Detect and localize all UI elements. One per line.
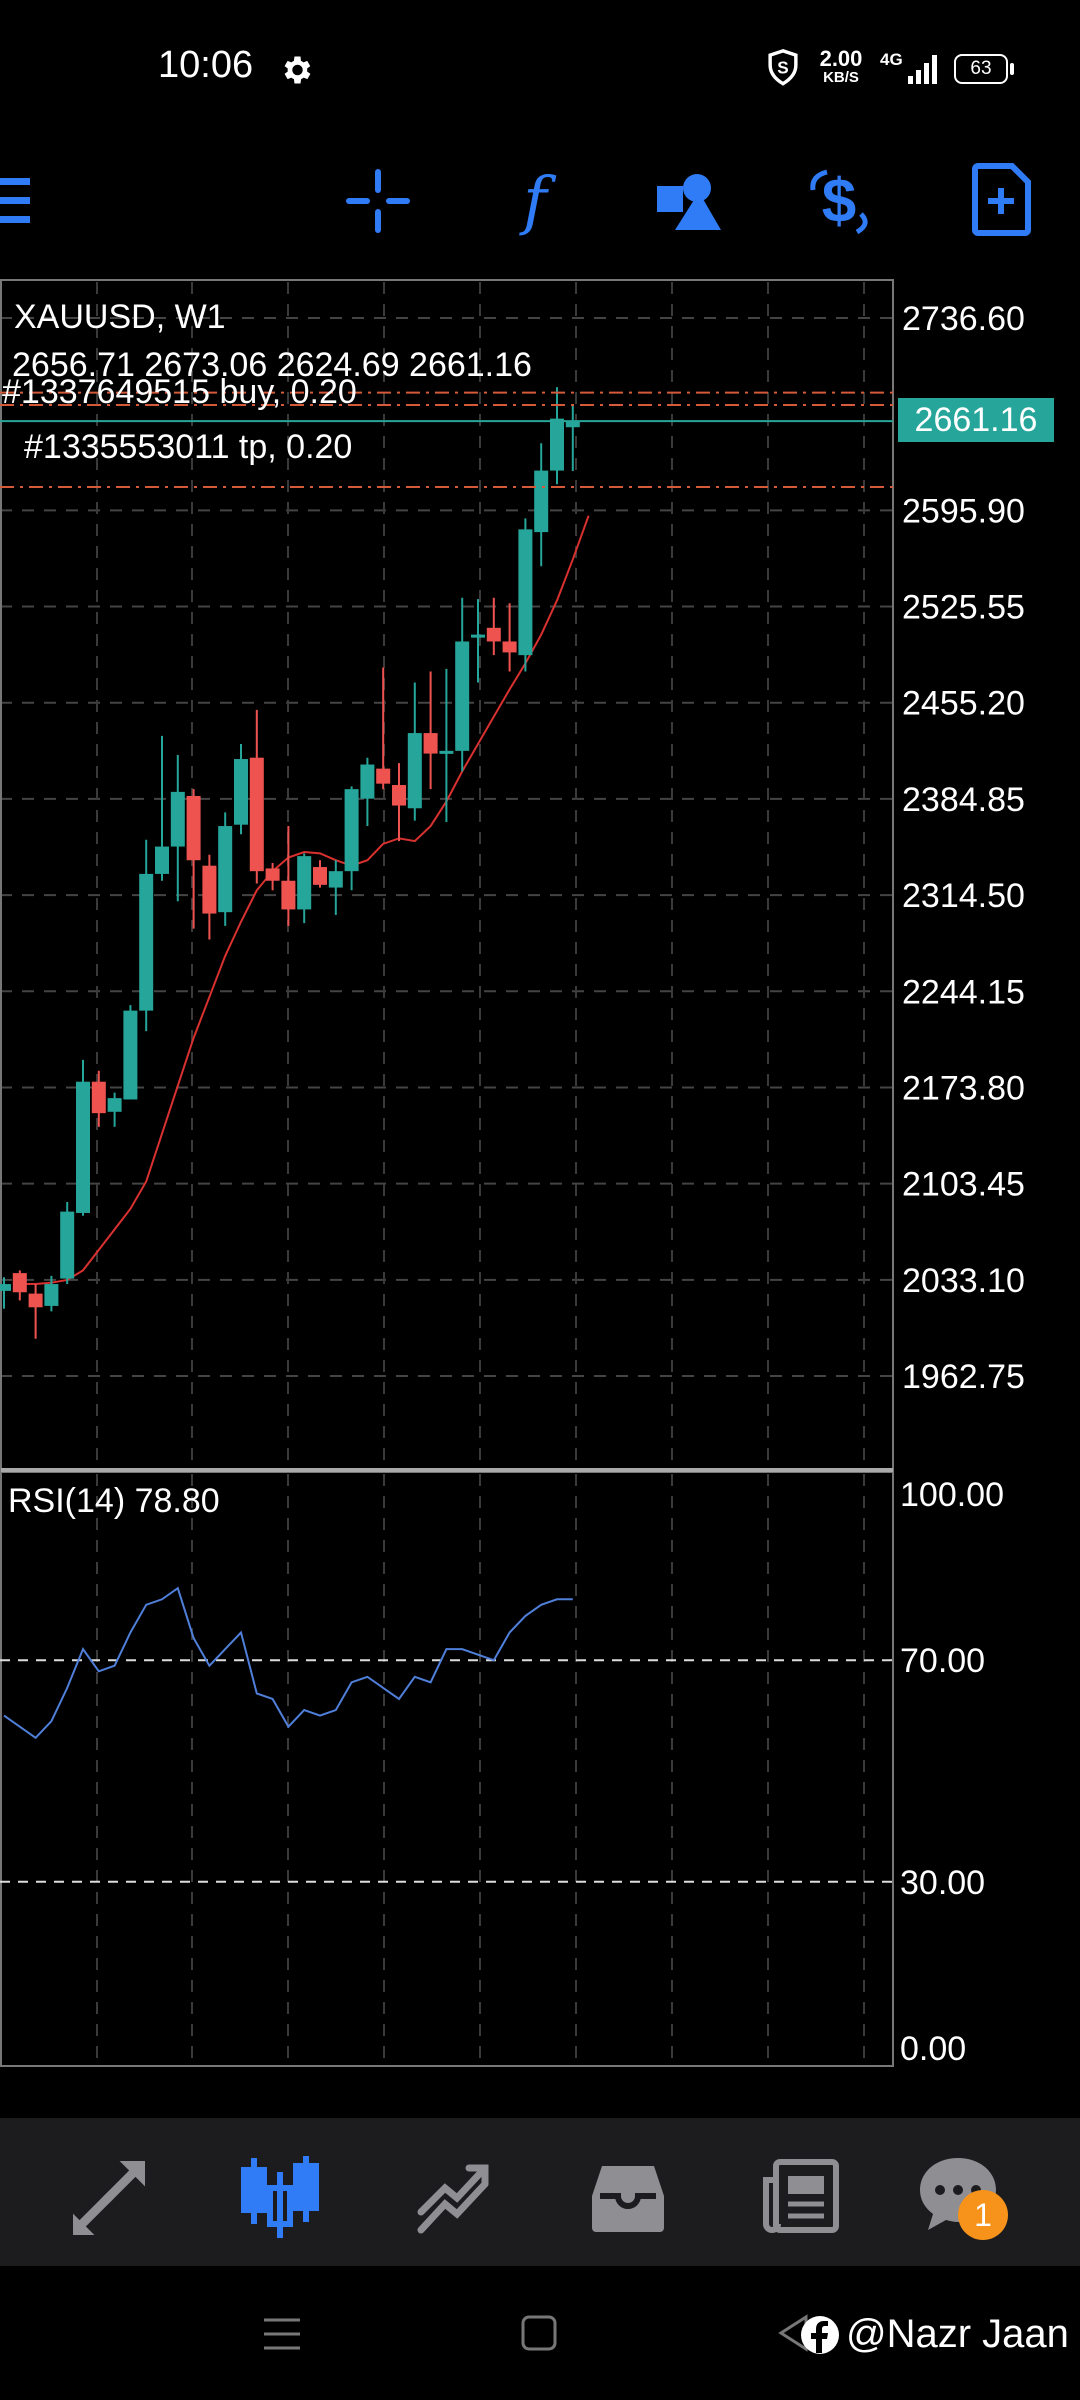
candle-body — [502, 641, 517, 653]
bottom-navigation — [0, 2118, 1080, 2266]
price-tick-label: 2033.10 — [902, 1262, 1025, 1300]
rsi-line — [0, 1586, 893, 1883]
price-tick-label: 2455.20 — [902, 685, 1025, 723]
rsi-tick-label: 0.00 — [900, 2030, 966, 2068]
network-type: 4G — [880, 50, 903, 69]
candle-body — [44, 1284, 59, 1306]
candle-body — [218, 826, 233, 913]
chart-area[interactable]: 2736.60 2595.90 2525.55 2455.20 2384.85 2314.… — [0, 278, 1080, 2068]
battery-tip — [1010, 63, 1014, 75]
price-tick-label: 2595.90 — [902, 492, 1025, 530]
candle-body — [565, 421, 580, 428]
order-tp-label[interactable]: #1335553011 tp, 0.20 — [24, 428, 353, 466]
trade-dollar-icon[interactable]: $ — [805, 168, 879, 234]
candle-body — [360, 764, 375, 799]
rsi-label: RSI(14) 78.80 — [8, 1482, 220, 1520]
new-order-document-icon[interactable] — [972, 162, 1032, 236]
settings-gear-icon — [284, 56, 311, 84]
candle-body — [202, 865, 217, 914]
history-inbox-icon[interactable] — [590, 2160, 666, 2236]
candle-body — [91, 1081, 106, 1114]
rsi-polyline — [3, 1586, 573, 1740]
candle-body — [139, 873, 154, 1011]
candle-body — [76, 1081, 90, 1213]
candle-body — [234, 759, 248, 825]
candle-body — [12, 1273, 27, 1293]
net-speed: 2.00 KB/S — [819, 46, 863, 86]
candle-body — [376, 768, 391, 784]
price-axis: 2736.60 2595.90 2525.55 2455.20 2384.85 2314.… — [900, 300, 1025, 2068]
price-tick-label: 2314.50 — [902, 877, 1025, 915]
candle-body — [107, 1098, 122, 1112]
crosshair-icon[interactable] — [345, 168, 411, 234]
svg-text:S: S — [777, 58, 788, 78]
price-tick-label: 2173.80 — [902, 1069, 1025, 1107]
candle-body — [60, 1211, 75, 1279]
objects-shapes-icon[interactable] — [655, 168, 721, 234]
moving-average-line — [19, 515, 590, 1286]
candle-body — [455, 641, 470, 751]
chart-grid — [0, 282, 893, 2064]
status-bar: 10:06 S 2.00 KB/S 4G 63 — [0, 0, 1080, 140]
candle-body — [249, 757, 264, 872]
facebook-logo-icon — [801, 2315, 839, 2354]
svg-text:f: f — [519, 164, 557, 236]
price-tick-label: 2244.15 — [902, 973, 1025, 1011]
battery-level: 63 — [954, 54, 1008, 84]
recents-menu-icon[interactable] — [262, 2314, 302, 2354]
candle-body — [155, 846, 169, 874]
price-tick-label: 1962.75 — [902, 1358, 1025, 1396]
security-shield-icon: S — [768, 49, 798, 86]
candle-body — [0, 1284, 11, 1291]
candle-body — [265, 868, 280, 881]
chart-candles-icon[interactable] — [240, 2152, 320, 2242]
price-tick-label: 2525.55 — [902, 589, 1025, 627]
ma-polyline — [19, 515, 590, 1286]
candle-body — [534, 470, 549, 533]
menu-icon[interactable] — [0, 172, 34, 228]
candle-body — [486, 627, 501, 642]
candle-body — [28, 1293, 43, 1308]
rsi-tick-label: 70.00 — [900, 1642, 985, 1680]
candle-body — [297, 856, 312, 910]
candle-body — [313, 867, 327, 885]
symbol-timeframe: XAUUSD, W1 — [14, 298, 226, 336]
current-price-tag: 2661.16 — [898, 398, 1054, 442]
price-tick-label: 2103.45 — [902, 1166, 1025, 1204]
home-square-icon[interactable] — [520, 2314, 558, 2352]
price-tick-label: 2736.60 — [902, 300, 1025, 338]
news-icon[interactable] — [762, 2156, 842, 2236]
rsi-chart-frame — [0, 1471, 894, 2067]
candle-body — [186, 795, 201, 861]
order-buy-label[interactable]: #1337649515 buy, 0.20 — [2, 378, 357, 411]
price-tick-label: 2384.85 — [902, 781, 1025, 819]
candle-body — [407, 733, 422, 809]
candle-body — [123, 1010, 138, 1100]
candle-body — [392, 785, 406, 806]
candle-body — [344, 789, 359, 872]
candle-body — [518, 529, 533, 656]
svg-text:$: $ — [822, 168, 856, 234]
candle-body — [328, 871, 343, 888]
candle-body — [439, 750, 454, 754]
candles-group — [0, 387, 580, 1339]
trade-icon[interactable] — [415, 2160, 491, 2236]
quotes-arrows-icon[interactable] — [70, 2160, 146, 2236]
rsi-tick-label: 100.00 — [900, 1476, 1004, 1514]
status-time: 10:06 — [158, 44, 254, 86]
watermark: @Nazr Jaan — [800, 2312, 1069, 2357]
rsi-tick-label: 30.00 — [900, 1864, 985, 1902]
candle-body — [423, 733, 438, 754]
candle-body — [550, 418, 564, 471]
chat-badge: 1 — [958, 2190, 1008, 2240]
candle-body — [471, 634, 485, 638]
indicators-function-icon[interactable]: f — [505, 164, 565, 236]
order-lines — [0, 391, 893, 488]
ohlc-values: 2656.71 2673.06 2624.69 2661.16 — [12, 346, 532, 384]
candle-body — [170, 791, 185, 847]
system-navigation-bar — [0, 2266, 1080, 2400]
candle-body — [281, 880, 296, 910]
signal-bars-icon — [908, 55, 937, 84]
chart-toolbar: f $ — [0, 140, 1080, 270]
